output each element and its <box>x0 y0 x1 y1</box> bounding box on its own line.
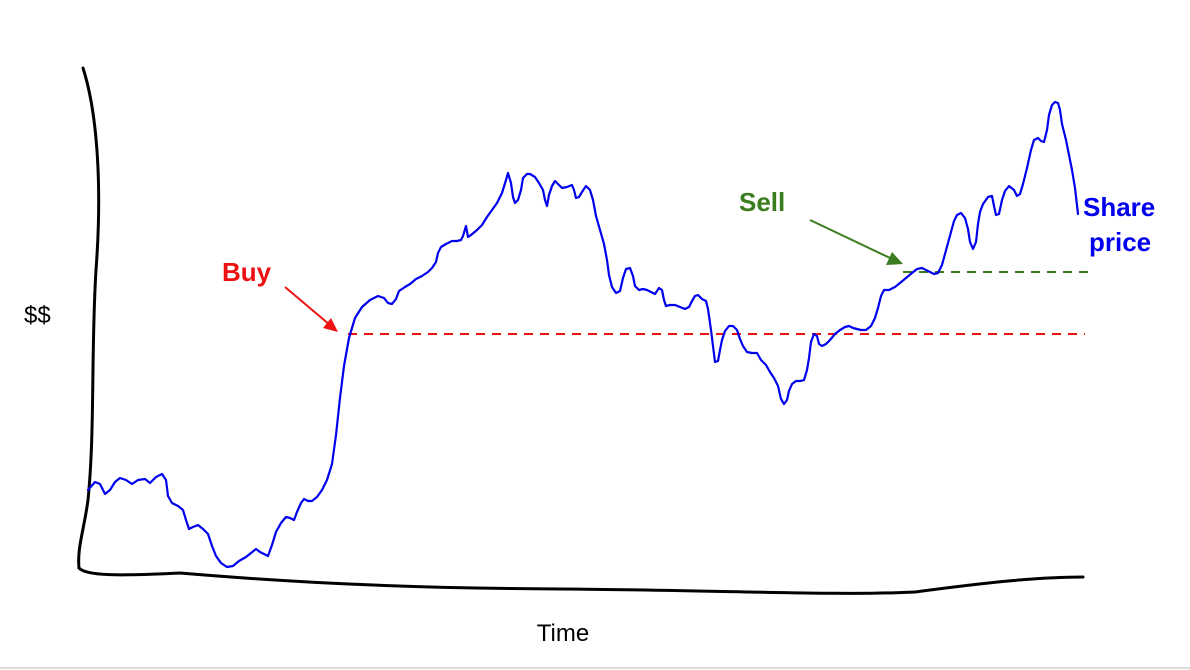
y-axis-line <box>77 66 101 570</box>
x-axis-label: Time <box>537 620 589 647</box>
y-axis-label: $$ <box>24 302 51 329</box>
page-bottom-border <box>0 667 1190 669</box>
sell-arrow-line <box>809 219 891 259</box>
sell-arrow-head <box>886 252 903 265</box>
share-price-line <box>86 100 1080 569</box>
share-price-label-line1: Share <box>1083 192 1155 222</box>
buy-label: Buy <box>222 257 272 287</box>
x-axis-line <box>77 566 1085 595</box>
share-price-label-line2: price <box>1089 227 1151 257</box>
buy-arrow-head <box>323 318 338 332</box>
sell-label: Sell <box>739 187 785 217</box>
buy-arrow-line <box>284 286 331 326</box>
